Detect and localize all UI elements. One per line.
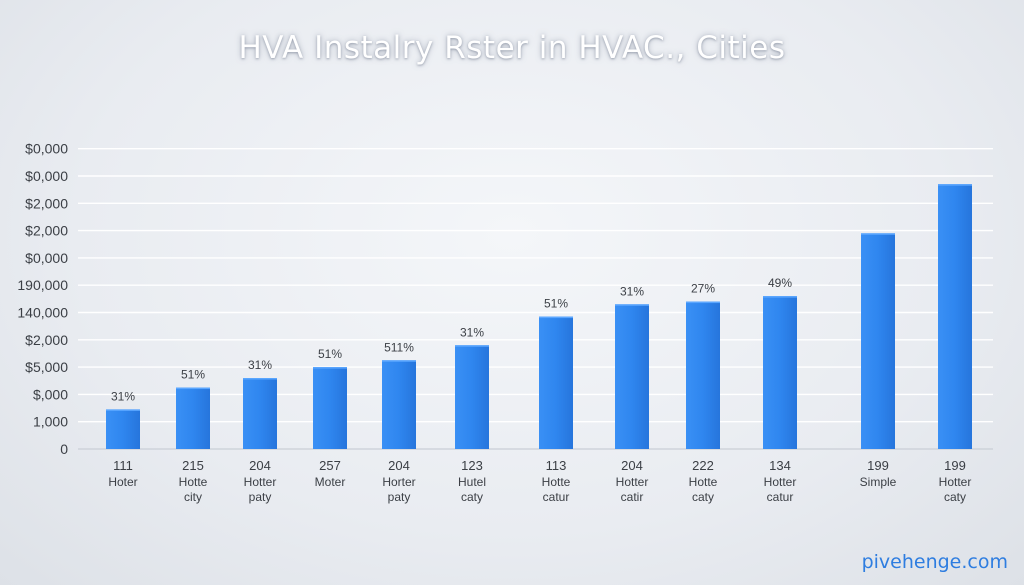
x-label-number: 199 xyxy=(944,458,966,473)
x-label-name: catir xyxy=(621,490,644,504)
x-label-number: 134 xyxy=(769,458,791,473)
bar xyxy=(455,345,489,449)
x-label-name: catur xyxy=(767,490,794,504)
y-tick-label: $0,000 xyxy=(25,168,68,184)
data-label: 31% xyxy=(620,284,644,298)
bar-highlight xyxy=(861,233,895,235)
data-label: 27% xyxy=(691,282,715,296)
bar-highlight xyxy=(763,296,797,298)
x-label-name: Simple xyxy=(860,475,897,489)
bar xyxy=(763,296,797,449)
y-axis-ticks: 0 1,000 $,000 $5,000 $2,000 140,000 190,000 $0,… xyxy=(17,141,68,457)
x-label-number: 123 xyxy=(461,458,483,473)
bar-highlight xyxy=(243,378,277,380)
y-tick-label: 140,000 xyxy=(17,305,68,321)
x-label-number: 257 xyxy=(319,458,341,473)
y-tick-label: $2,000 xyxy=(25,332,68,348)
bar-highlight xyxy=(539,316,573,319)
bar xyxy=(539,316,573,449)
x-label-number: 111 xyxy=(113,458,133,473)
x-label-name: Moter xyxy=(315,475,346,489)
bar-highlight xyxy=(382,360,416,362)
x-label-name: Hotter xyxy=(616,475,649,489)
x-label-name: Hotte xyxy=(179,475,208,489)
data-label: 49% xyxy=(768,276,792,290)
bar-highlight xyxy=(938,184,972,186)
chart-title: HVA Instalry Rster in HVAC., Cities xyxy=(238,30,786,66)
bar-highlight xyxy=(615,304,649,306)
x-label-name: Horter xyxy=(382,475,415,489)
x-label-number: 199 xyxy=(867,458,889,473)
x-label-name: Hotte xyxy=(689,475,718,489)
x-label-number: 113 xyxy=(546,458,567,473)
x-label-number: 215 xyxy=(182,458,204,473)
data-label: 31% xyxy=(111,389,135,403)
bar xyxy=(938,184,972,449)
x-label-name: Hutel xyxy=(458,475,486,489)
bar-highlight xyxy=(313,367,347,369)
bar xyxy=(106,409,140,449)
bar xyxy=(176,387,210,449)
x-label-number: 204 xyxy=(621,458,643,473)
x-label-name: paty xyxy=(388,490,411,504)
y-tick-label: $0,000 xyxy=(25,141,68,157)
bar xyxy=(861,233,895,449)
bar-highlight xyxy=(106,409,140,411)
data-label: 511% xyxy=(384,340,414,354)
y-tick-label: $5,000 xyxy=(25,359,68,375)
watermark: pivehenge.com xyxy=(861,551,1008,573)
data-label: 51% xyxy=(318,347,342,361)
data-label: 31% xyxy=(248,358,272,372)
x-label-name: Hotter xyxy=(764,475,797,489)
x-label-name: caty xyxy=(944,490,966,504)
data-label: 51% xyxy=(181,368,205,382)
x-label-name: Hotter xyxy=(244,475,277,489)
y-tick-label: 190,000 xyxy=(17,277,68,293)
bar-highlight xyxy=(686,301,720,304)
bar-highlight xyxy=(176,387,210,390)
x-label-name: paty xyxy=(249,490,272,504)
y-tick-label: $,000 xyxy=(33,386,68,402)
bar xyxy=(382,360,416,449)
data-label: 31% xyxy=(460,325,484,339)
bar xyxy=(243,378,277,449)
bar-highlight xyxy=(455,345,489,347)
x-axis-labels: 111Hoter215Hottecity204Hotterpaty257Mote… xyxy=(108,458,971,504)
y-tick-label: 1,000 xyxy=(33,414,68,430)
x-label-name: city xyxy=(184,490,202,504)
data-label: 51% xyxy=(544,297,568,311)
x-label-number: 204 xyxy=(388,458,410,473)
y-tick-label: $2,000 xyxy=(25,223,68,239)
x-label-name: catur xyxy=(543,490,570,504)
x-label-number: 222 xyxy=(692,458,714,473)
grid-lines xyxy=(78,147,993,450)
x-label-name: caty xyxy=(692,490,714,504)
x-label-name: caty xyxy=(461,490,483,504)
x-label-number: 204 xyxy=(249,458,271,473)
y-tick-label: $0,000 xyxy=(25,250,68,266)
bars xyxy=(106,184,972,449)
bar xyxy=(313,367,347,449)
y-tick-label: 0 xyxy=(60,441,68,457)
bar xyxy=(686,301,720,449)
x-label-name: Hotter xyxy=(939,475,972,489)
y-tick-label: $2,000 xyxy=(25,195,68,211)
data-labels: 31% 51% 31% 51% 511% 31% 51% 31% 27% 49% xyxy=(111,276,792,403)
bar xyxy=(615,304,649,449)
x-label-name: Hotte xyxy=(542,475,571,489)
x-label-name: Hoter xyxy=(108,475,137,489)
